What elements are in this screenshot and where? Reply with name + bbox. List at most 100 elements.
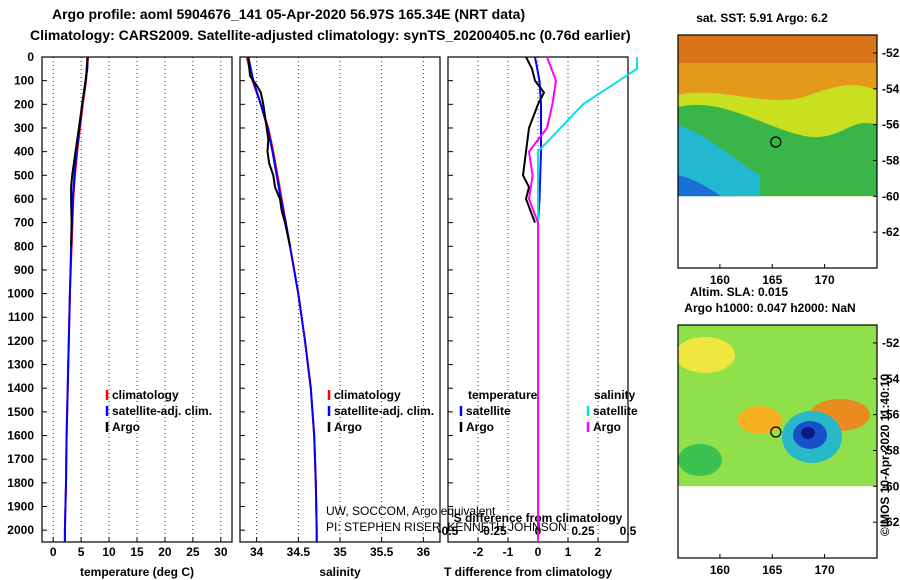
map-y-tick-sla_map--52: -52	[882, 336, 900, 350]
map-x-tick-sla_map-165: 165	[762, 563, 782, 577]
s-inner-tick-0.25: 0.25	[571, 524, 595, 538]
x-tick-label-difference--2: -2	[473, 545, 484, 559]
map-y-tick-sla_map--56: -56	[882, 408, 900, 422]
x-tick-label-salinity-34.5: 34.5	[287, 545, 311, 559]
y-tick-label-1300: 1300	[7, 358, 34, 372]
x-tick-label-temperature-30: 30	[214, 545, 228, 559]
y-tick-label-1900: 1900	[7, 500, 34, 514]
map-field-sst_map	[678, 35, 877, 197]
x-tick-label-temperature-5: 5	[78, 545, 85, 559]
x-tick-label-difference--1: -1	[503, 545, 514, 559]
legend-temp-0-label: climatology	[112, 388, 179, 402]
y-tick-label-1800: 1800	[7, 476, 34, 490]
y-tick-label-400: 400	[14, 145, 34, 159]
x-tick-label-temperature-25: 25	[186, 545, 200, 559]
map-y-tick-sst_map--58: -58	[882, 153, 900, 167]
y-tick-label-900: 900	[14, 263, 34, 277]
map-x-tick-sst_map-160: 160	[710, 273, 730, 287]
y-tick-label-700: 700	[14, 216, 34, 230]
x-tick-label-salinity-35: 35	[333, 545, 347, 559]
x-tick-label-difference-0: 0	[535, 545, 542, 559]
plot-title-line2: Climatology: CARS2009. Satellite-adjuste…	[30, 27, 631, 43]
x-tick-label-temperature-10: 10	[102, 545, 116, 559]
series-line-tdiff-argo	[521, 56, 546, 223]
y-tick-label-1200: 1200	[7, 334, 34, 348]
legend-diff-s-sat-label: satellite	[593, 404, 638, 418]
y-tick-label-800: 800	[14, 239, 34, 253]
map-y-tick-sla_map--58: -58	[882, 443, 900, 457]
x-tick-label-difference-2: 2	[595, 545, 602, 559]
map-x-tick-sst_map-170: 170	[815, 273, 835, 287]
y-tick-label-300: 300	[14, 121, 34, 135]
map-title-sst_map: sat. SST: 5.91 Argo: 6.2	[696, 11, 828, 25]
map-y-tick-sla_map--62: -62	[882, 515, 900, 529]
y-tick-label-1500: 1500	[7, 405, 34, 419]
legend-sal-0-label: climatology	[334, 388, 401, 402]
sst-field-cyan	[678, 125, 760, 197]
sla-field-green	[678, 444, 722, 476]
map-x-tick-sla_map-170: 170	[815, 563, 835, 577]
map-frame-sla_map	[677, 324, 878, 559]
y-tick-label-100: 100	[14, 74, 34, 88]
map-y-tick-sla_map--60: -60	[882, 479, 900, 493]
legend-diff-title-salinity: salinity	[594, 388, 636, 402]
map-title-sla_map-line1: Altim. SLA: 0.015	[690, 285, 788, 299]
map-y-tick-sst_map--54: -54	[882, 82, 900, 96]
x-axis-label-difference: T difference from climatology	[444, 565, 612, 579]
x-tick-label-temperature-15: 15	[130, 545, 144, 559]
series-line-temp-argo	[70, 56, 89, 247]
y-tick-label-200: 200	[14, 97, 34, 111]
legend-temp-1-label: satellite-adj. clim.	[112, 404, 212, 418]
legend-sal-1-label: satellite-adj. clim.	[334, 404, 434, 418]
x-tick-label-temperature-20: 20	[158, 545, 172, 559]
map-x-tick-sst_map-165: 165	[762, 273, 782, 287]
argo-location-marker-sst_map	[770, 136, 782, 148]
x-tick-label-salinity-35.5: 35.5	[370, 545, 394, 559]
y-tick-label-1400: 1400	[7, 381, 34, 395]
s-inner-tick--0.5: -0.5	[438, 524, 459, 538]
legend-sal-2-label: Argo	[334, 420, 362, 434]
s-inner-tick--0.25: -0.25	[479, 524, 507, 538]
x-axis-label-temperature: temperature (deg C)	[80, 565, 194, 579]
series-line-sdiff-argo	[527, 56, 558, 542]
legend-diff-t-sat-label: satellite	[466, 404, 511, 418]
y-tick-label-0: 0	[27, 50, 34, 64]
map-y-tick-sst_map--56: -56	[882, 118, 900, 132]
x-tick-label-salinity-34: 34	[250, 545, 264, 559]
sla-field-orange-a	[738, 406, 782, 434]
imos-watermark: ©IMOS 10-Apr-2020 11:40:10	[878, 374, 892, 537]
sla-field-yellow-a	[678, 337, 735, 373]
plot-title-line1: Argo profile: aoml 5904676_141 05-Apr-20…	[52, 6, 526, 22]
y-tick-label-2000: 2000	[7, 523, 34, 537]
y-tick-label-600: 600	[14, 192, 34, 206]
map-y-tick-sst_map--62: -62	[882, 225, 900, 239]
y-tick-label-1600: 1600	[7, 429, 34, 443]
map-frame-sst_map	[677, 34, 878, 269]
sla-field-navy	[801, 427, 815, 439]
y-tick-label-1100: 1100	[8, 310, 34, 324]
x-axis-label-salinity: salinity	[319, 565, 361, 579]
x-tick-label-salinity-36: 36	[417, 545, 431, 559]
map-x-tick-sla_map-160: 160	[710, 563, 730, 577]
map-y-tick-sst_map--60: -60	[882, 189, 900, 203]
series-line-sal-argo	[247, 56, 291, 247]
legend-diff-t-argo-label: Argo	[466, 420, 494, 434]
y-tick-label-500: 500	[14, 168, 34, 182]
credit-line2: PI: STEPHEN RISER, KENNETH JOHNSON	[326, 520, 567, 534]
legend-diff-s-argo-label: Argo	[593, 420, 621, 434]
sst-field-north	[678, 35, 877, 63]
map-y-tick-sla_map--54: -54	[882, 372, 900, 386]
argo-location-marker-sla_map	[770, 426, 782, 438]
s-inner-tick-0.5: 0.5	[620, 524, 637, 538]
x-tick-label-difference-1: 1	[565, 545, 572, 559]
map-y-tick-sst_map--52: -52	[882, 46, 900, 60]
y-tick-label-1700: 1700	[7, 452, 34, 466]
x-tick-label-temperature-0: 0	[50, 545, 57, 559]
y-tick-label-1000: 1000	[7, 287, 34, 301]
sst-field-blue	[678, 175, 722, 197]
legend-temp-2-label: Argo	[112, 420, 140, 434]
credit-line1: UW, SOCCOM, Argo equivalent	[326, 504, 496, 518]
map-title-sla_map-line2: Argo h1000: 0.047 h2000: NaN	[684, 301, 855, 315]
legend-diff-title-temperature: temperature	[468, 388, 538, 402]
